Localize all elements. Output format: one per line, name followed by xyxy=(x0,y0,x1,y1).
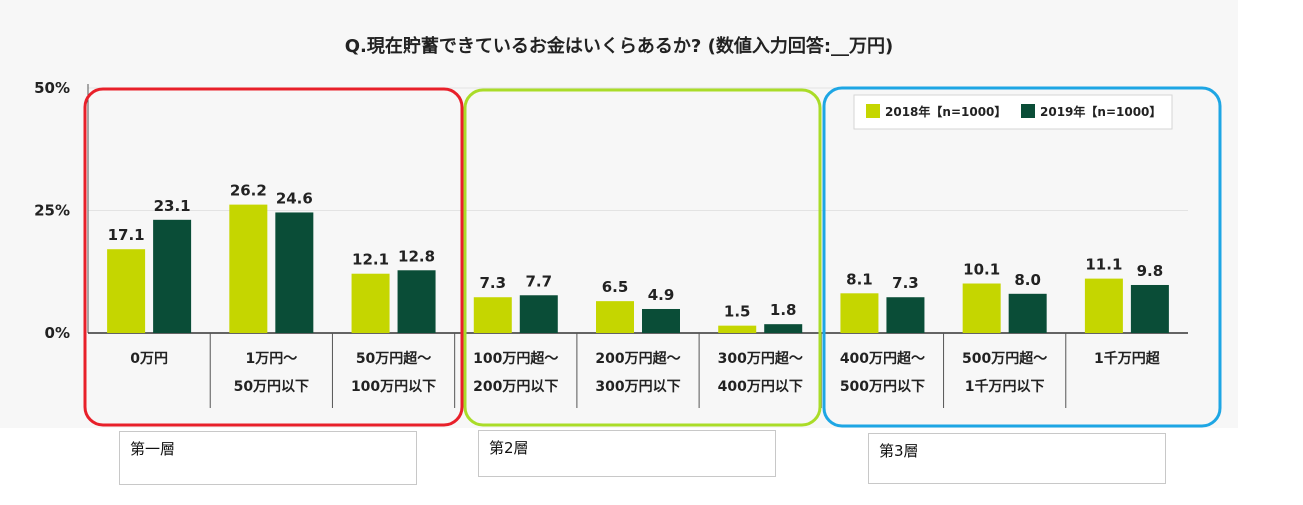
bar-2019 xyxy=(275,212,314,333)
y-tick-label: 25% xyxy=(34,202,70,220)
tier-2-label: 第2層 xyxy=(489,439,529,457)
chart-area: Q.現在貯蓄できているお金はいくらあるか? (数値入力回答:__万円) 50% 25… xyxy=(34,35,1222,428)
bar-value-label: 1.5 xyxy=(724,303,751,321)
tier-1-outline xyxy=(83,87,464,427)
bar-2019 xyxy=(397,270,436,333)
bar-value-label: 7.3 xyxy=(479,274,506,292)
category-label: 500万円超〜 xyxy=(962,350,1047,367)
bar-2019 xyxy=(886,297,925,333)
bar-chart: Q.現在貯蓄できているお金はいくらあるか? (数値入力回答:__万円) 50% 25… xyxy=(34,35,1222,428)
category-label: 200万円超〜 xyxy=(595,350,680,367)
bar-2019 xyxy=(153,219,192,333)
bar-value-label: 9.8 xyxy=(1137,262,1164,280)
bar-2019 xyxy=(1130,284,1169,333)
category-label: 1万円〜 xyxy=(245,351,297,367)
category-label: 200万円以下 xyxy=(473,379,558,395)
bar-2018 xyxy=(596,301,634,333)
bar-2018 xyxy=(718,325,757,333)
category-label: 100万円以下 xyxy=(351,379,436,395)
bar-value-label: 1.8 xyxy=(770,301,797,319)
bar-2019 xyxy=(764,324,803,333)
bar-value-label: 10.1 xyxy=(963,261,1000,279)
legend-label-2019: 2019年【n=1000】 xyxy=(1040,104,1161,119)
legend-label-2018: 2018年【n=1000】 xyxy=(885,104,1006,119)
tier-2-label-box: 第2層 xyxy=(478,430,776,477)
bar-value-label: 7.3 xyxy=(892,274,919,292)
bar-value-label: 11.1 xyxy=(1085,256,1122,274)
bar-value-label: 24.6 xyxy=(276,189,313,207)
category-label: 1千万円超 xyxy=(1094,350,1161,367)
bar-value-label: 8.0 xyxy=(1014,271,1041,289)
tier-3-label: 第3層 xyxy=(879,442,919,460)
legend-swatch-2019 xyxy=(1021,104,1035,118)
category-label: 50万円超〜 xyxy=(356,350,431,367)
tier-1-label: 第一層 xyxy=(130,440,176,458)
bar-value-label: 4.9 xyxy=(648,286,675,304)
bar-value-label: 26.2 xyxy=(230,182,267,200)
category-label: 50万円以下 xyxy=(234,379,309,395)
bar-2019 xyxy=(519,295,558,333)
tier-3-outline xyxy=(822,86,1222,428)
category-label: 100万円超〜 xyxy=(473,350,558,367)
legend-swatch-2018 xyxy=(866,104,880,118)
tier-3-label-box: 第3層 xyxy=(868,433,1166,484)
bar-2018 xyxy=(351,273,390,333)
category-label: 400万円超〜 xyxy=(840,350,925,367)
category-label: 300万円超〜 xyxy=(718,350,803,367)
category-label: 1千万円以下 xyxy=(965,378,1045,395)
bar-2018 xyxy=(962,283,1001,333)
y-tick-label: 0% xyxy=(45,324,70,342)
bar-value-label: 12.1 xyxy=(352,251,389,269)
tier-2-outline xyxy=(463,88,822,427)
y-tick-label: 50% xyxy=(34,79,70,97)
bar-value-label: 17.1 xyxy=(108,226,145,244)
tier-1-label-box: 第一層 xyxy=(119,431,417,485)
legend-box xyxy=(853,94,1173,130)
category-label: 500万円以下 xyxy=(840,379,925,395)
bar-value-label: 23.1 xyxy=(154,197,191,215)
bar-value-label: 12.8 xyxy=(398,247,435,265)
bar-2018 xyxy=(229,204,268,333)
bar-value-label: 6.5 xyxy=(602,278,629,296)
bar-2018 xyxy=(473,297,512,333)
category-label: 300万円以下 xyxy=(595,379,680,395)
bar-2018 xyxy=(840,293,879,333)
bar-2018 xyxy=(1084,278,1123,333)
category-label: 400万円以下 xyxy=(718,379,803,395)
bar-value-label: 7.7 xyxy=(525,272,552,290)
bar-2019 xyxy=(642,308,680,333)
bar-value-label: 8.1 xyxy=(846,270,873,288)
bar-2019 xyxy=(1008,293,1047,333)
category-label: 0万円 xyxy=(130,351,168,367)
chart-title: Q.現在貯蓄できているお金はいくらあるか? (数値入力回答:__万円) xyxy=(345,35,894,57)
bar-2018 xyxy=(107,249,146,333)
